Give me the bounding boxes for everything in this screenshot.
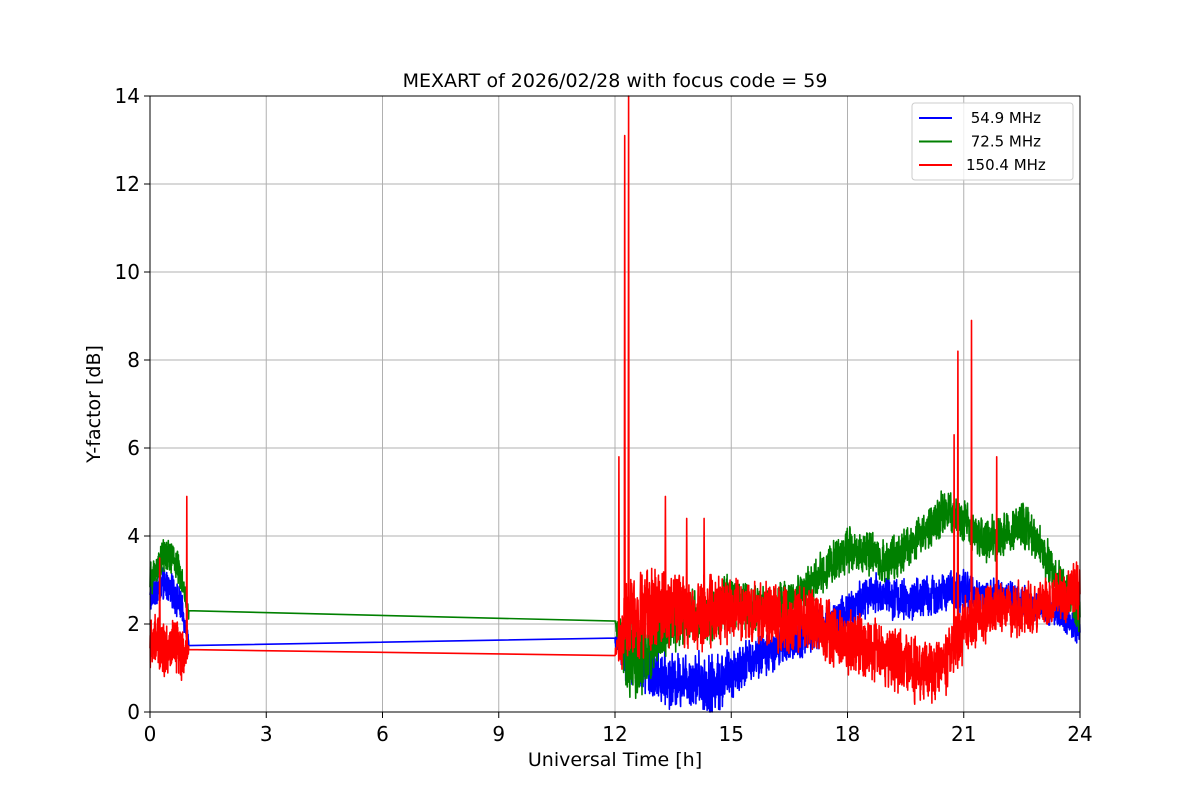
x-tick-label: 0	[144, 722, 157, 746]
x-tick-label: 9	[492, 722, 505, 746]
y-axis-label: Y-factor [dB]	[83, 345, 105, 464]
y-tick-label: 10	[115, 260, 140, 284]
x-tick-label: 12	[602, 722, 627, 746]
legend-box	[911, 102, 1074, 181]
y-tick-label: 8	[127, 348, 140, 372]
legend-label: 72.5 MHz	[966, 133, 1041, 151]
chart-title: MEXART of 2026/02/28 with focus code = 5…	[403, 70, 828, 92]
x-tick-label: 21	[951, 722, 976, 746]
y-tick-label: 12	[115, 172, 140, 196]
y-tick-label: 14	[115, 84, 140, 108]
y-tick-label: 2	[127, 612, 140, 636]
series-line-3	[149, 95, 1081, 705]
x-axis-label: Universal Time [h]	[528, 749, 702, 771]
series-layer	[149, 95, 1081, 713]
x-tick-label: 24	[1067, 722, 1092, 746]
x-tick-label: 15	[719, 722, 744, 746]
legend-label: 150.4 MHz	[966, 156, 1046, 174]
y-tick-label: 4	[127, 524, 140, 548]
legend: 54.9 MHz 72.5 MHz 150.4 MHz	[911, 102, 1074, 181]
y-tick-label: 0	[127, 700, 140, 724]
x-tick-label: 3	[260, 722, 273, 746]
x-tick-label: 18	[835, 722, 860, 746]
y-tick-label: 6	[127, 436, 140, 460]
x-tick-label: 6	[376, 722, 389, 746]
legend-label: 54.9 MHz	[966, 109, 1041, 127]
